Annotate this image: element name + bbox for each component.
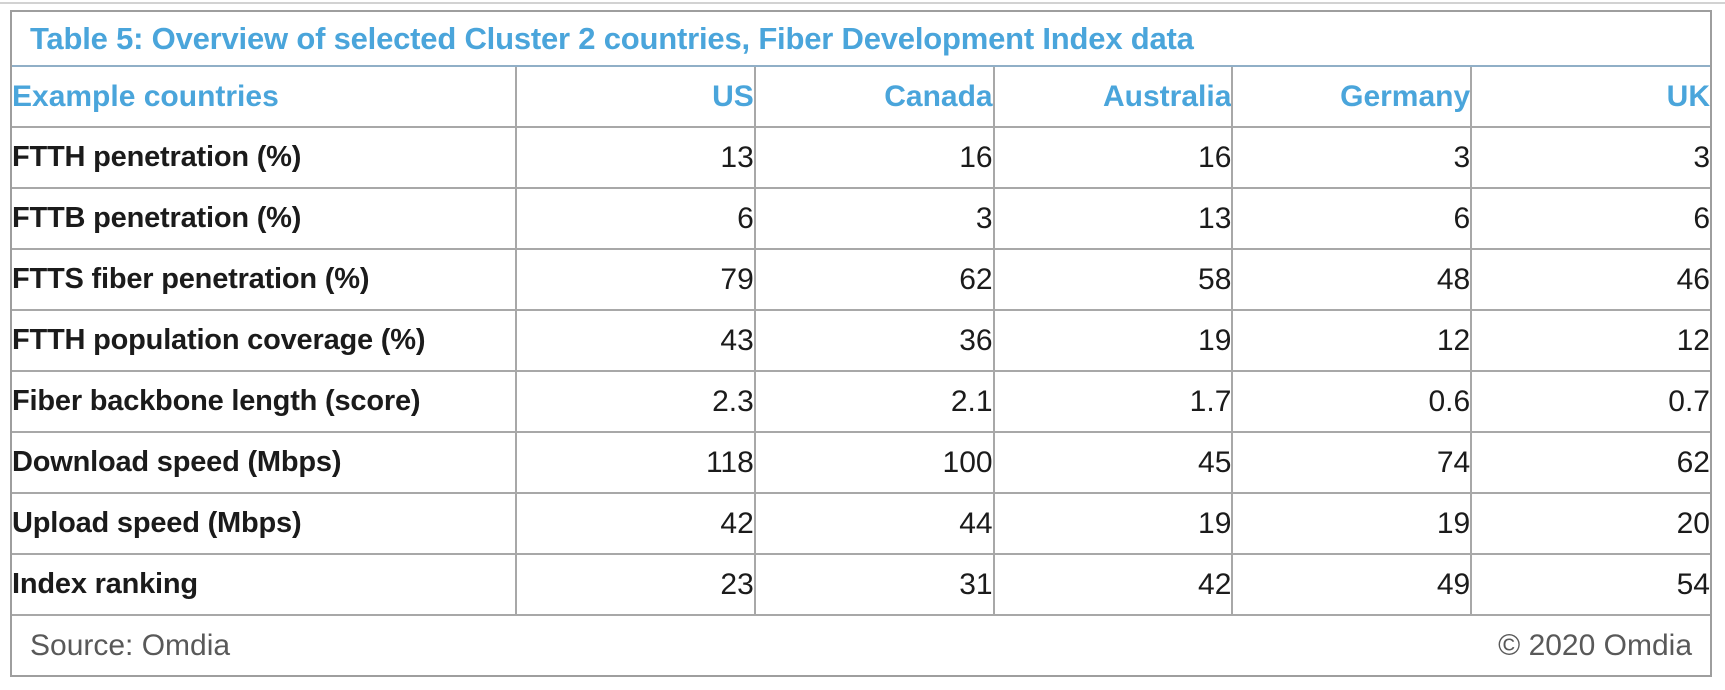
- table-row: Upload speed (Mbps) 42 44 19 19 20: [12, 493, 1710, 555]
- value-cell: 43: [515, 310, 755, 372]
- value-cell: 44: [753, 493, 994, 555]
- header-row: Example countries US Canada Australia Ge…: [12, 67, 1710, 128]
- value-cell: 74: [1231, 432, 1472, 494]
- value-cell: 42: [992, 554, 1233, 616]
- column-header-us: US: [515, 67, 755, 128]
- value-cell: 42: [515, 493, 755, 555]
- value-cell: 100: [753, 432, 994, 494]
- value-cell: 3: [1470, 127, 1710, 189]
- table-row: FTTS fiber penetration (%) 79 62 58 48 4…: [12, 249, 1710, 311]
- value-cell: 54: [1470, 554, 1710, 616]
- corner-header: Example countries: [12, 67, 516, 128]
- value-cell: 16: [753, 127, 994, 189]
- fiber-index-table: Table 5: Overview of selected Cluster 2 …: [10, 10, 1712, 677]
- value-cell: 13: [515, 127, 755, 189]
- metric-label: Fiber backbone length (score): [12, 371, 516, 433]
- value-cell: 62: [1470, 432, 1710, 494]
- copyright-text: © 2020 Omdia: [1498, 628, 1692, 662]
- value-cell: 45: [992, 432, 1233, 494]
- top-divider-line: [0, 2, 1725, 4]
- table-row: FTTB penetration (%) 6 3 13 6 6: [12, 188, 1710, 250]
- value-cell: 31: [753, 554, 994, 616]
- metric-label: FTTB penetration (%): [12, 188, 516, 250]
- table-row: Index ranking 23 31 42 49 54: [12, 554, 1710, 616]
- value-cell: 36: [753, 310, 994, 372]
- source-text: Source: Omdia: [30, 628, 231, 662]
- metric-label: Upload speed (Mbps): [12, 493, 516, 555]
- value-cell: 16: [992, 127, 1233, 189]
- metric-label: FTTH penetration (%): [12, 127, 516, 189]
- data-grid: Example countries US Canada Australia Ge…: [12, 67, 1710, 616]
- value-cell: 58: [992, 249, 1233, 311]
- table-row: FTTH population coverage (%) 43 36 19 12…: [12, 310, 1710, 372]
- value-cell: 2.3: [515, 371, 755, 433]
- table-title: Table 5: Overview of selected Cluster 2 …: [12, 12, 1710, 67]
- value-cell: 118: [515, 432, 755, 494]
- metric-label: FTTS fiber penetration (%): [12, 249, 516, 311]
- value-cell: 6: [515, 188, 755, 250]
- metric-label: Download speed (Mbps): [12, 432, 516, 494]
- value-cell: 12: [1231, 310, 1472, 372]
- value-cell: 49: [1231, 554, 1472, 616]
- value-cell: 19: [992, 310, 1233, 372]
- value-cell: 48: [1231, 249, 1472, 311]
- value-cell: 3: [1231, 127, 1472, 189]
- metric-label: FTTH population coverage (%): [12, 310, 516, 372]
- value-cell: 0.6: [1231, 371, 1472, 433]
- column-header-australia: Australia: [992, 67, 1233, 128]
- column-header-canada: Canada: [753, 67, 994, 128]
- table-row: FTTH penetration (%) 13 16 16 3 3: [12, 127, 1710, 189]
- value-cell: 62: [753, 249, 994, 311]
- value-cell: 12: [1470, 310, 1710, 372]
- table-footer: Source: Omdia © 2020 Omdia: [12, 616, 1710, 675]
- value-cell: 46: [1470, 249, 1710, 311]
- value-cell: 6: [1470, 188, 1710, 250]
- value-cell: 23: [515, 554, 755, 616]
- value-cell: 13: [992, 188, 1233, 250]
- value-cell: 19: [1231, 493, 1472, 555]
- value-cell: 1.7: [992, 371, 1233, 433]
- value-cell: 2.1: [753, 371, 994, 433]
- value-cell: 20: [1470, 493, 1710, 555]
- value-cell: 6: [1231, 188, 1472, 250]
- metric-label: Index ranking: [12, 554, 516, 616]
- value-cell: 19: [992, 493, 1233, 555]
- value-cell: 79: [515, 249, 755, 311]
- table-row: Download speed (Mbps) 118 100 45 74 62: [12, 432, 1710, 494]
- value-cell: 3: [753, 188, 994, 250]
- column-header-uk: UK: [1470, 67, 1710, 128]
- value-cell: 0.7: [1470, 371, 1710, 433]
- table-row: Fiber backbone length (score) 2.3 2.1 1.…: [12, 371, 1710, 433]
- column-header-germany: Germany: [1231, 67, 1472, 128]
